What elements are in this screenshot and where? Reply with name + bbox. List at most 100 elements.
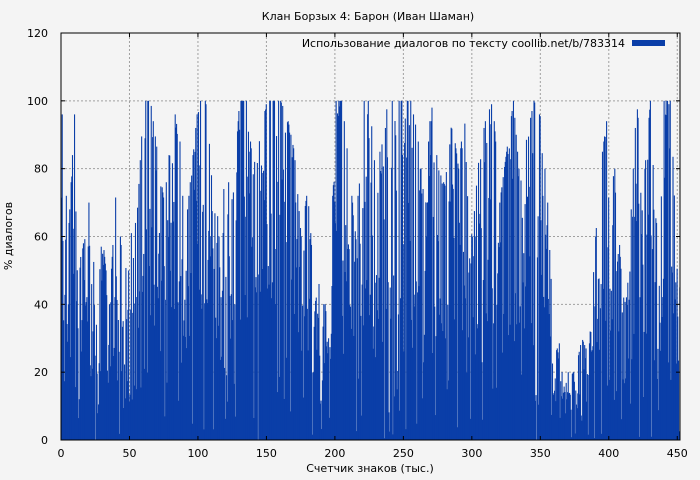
bar <box>128 401 130 440</box>
bar <box>63 381 65 440</box>
bar <box>198 289 200 440</box>
bar <box>619 256 621 440</box>
bar <box>241 100 243 440</box>
bar <box>367 100 369 440</box>
bar <box>152 121 154 440</box>
bar <box>136 389 138 440</box>
bar <box>187 286 189 440</box>
bar <box>677 360 680 440</box>
bar <box>102 253 104 440</box>
bar <box>433 162 435 440</box>
bar <box>597 279 599 440</box>
bar <box>68 222 70 440</box>
bar <box>171 163 174 440</box>
bar <box>572 372 574 440</box>
bar <box>458 168 460 440</box>
bar <box>515 134 517 440</box>
bar <box>414 306 416 440</box>
bar <box>447 380 449 440</box>
bar <box>321 429 323 440</box>
bar <box>153 284 155 440</box>
bar <box>132 258 134 440</box>
bar <box>613 399 615 440</box>
bar <box>401 100 403 440</box>
bar <box>583 369 585 440</box>
bar <box>673 313 675 440</box>
bar <box>95 324 98 440</box>
bar <box>405 429 407 440</box>
bar <box>675 363 677 440</box>
bar <box>547 202 549 440</box>
bar <box>193 189 195 440</box>
bar <box>358 378 360 440</box>
bar <box>632 216 634 440</box>
bar <box>210 175 213 440</box>
bar <box>580 415 582 440</box>
x-tick-label: 350 <box>530 447 551 460</box>
bar <box>443 182 445 440</box>
bar <box>527 196 529 440</box>
bar <box>486 321 488 440</box>
bar <box>578 351 580 440</box>
bar <box>375 282 377 440</box>
bar <box>392 434 394 440</box>
bar <box>85 302 87 440</box>
bar <box>215 317 217 440</box>
y-axis-label: % диалогов <box>2 202 15 270</box>
bar <box>306 195 308 440</box>
bar <box>556 350 558 440</box>
bar <box>402 244 404 440</box>
y-tick-label: 100 <box>27 95 48 108</box>
bar <box>123 364 126 440</box>
bar <box>175 127 177 441</box>
bar <box>468 272 470 440</box>
bar <box>389 287 391 440</box>
bar <box>421 398 423 440</box>
y-tick-label: 20 <box>34 366 48 379</box>
bar <box>495 387 497 440</box>
bar <box>116 299 118 440</box>
bar <box>486 142 488 440</box>
bar <box>365 176 367 440</box>
bar <box>242 100 244 440</box>
bar <box>286 122 289 440</box>
bar <box>288 124 290 440</box>
bar <box>84 239 86 440</box>
chart-title: Клан Борзых 4: Барон (Иван Шаман) <box>262 10 474 23</box>
bar <box>100 371 102 440</box>
bar <box>449 144 451 440</box>
bar <box>643 397 645 440</box>
bar <box>259 291 261 440</box>
bar <box>328 417 330 440</box>
bar <box>430 121 432 441</box>
bar <box>271 282 273 440</box>
bar <box>326 341 328 440</box>
bar <box>477 324 479 440</box>
bar <box>498 247 500 440</box>
bar <box>148 266 150 440</box>
bar <box>673 195 675 440</box>
bar <box>215 338 217 440</box>
bar <box>658 410 660 440</box>
bar <box>604 136 606 440</box>
bar <box>655 218 657 440</box>
bar <box>526 196 528 440</box>
bar <box>305 200 307 440</box>
bar <box>503 313 505 440</box>
bar <box>560 396 562 440</box>
bar <box>521 217 523 440</box>
bar <box>75 211 77 440</box>
bar <box>342 260 344 440</box>
bar <box>610 330 612 440</box>
bar <box>449 201 452 440</box>
bar <box>569 392 571 440</box>
bar <box>441 183 443 440</box>
bar <box>260 190 262 440</box>
bar <box>417 292 419 440</box>
bar <box>119 433 121 440</box>
bar <box>350 328 352 440</box>
bar <box>675 282 677 440</box>
bar <box>78 399 80 440</box>
bar <box>580 345 582 440</box>
bar <box>378 318 380 440</box>
